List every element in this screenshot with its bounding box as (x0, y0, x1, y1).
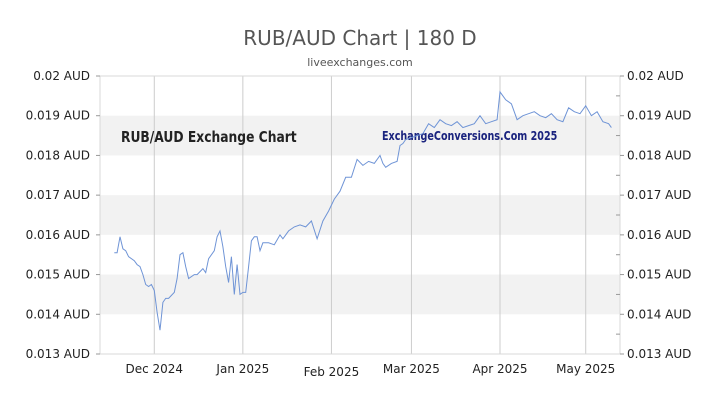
y-tick-label-right: 0.02 AUD (627, 69, 684, 83)
x-tick-label: Feb 2025 (304, 365, 360, 379)
y-tick-label-left: 0.02 AUD (33, 69, 90, 83)
watermark-right: ExchangeConversions.Com 2025 (382, 129, 557, 143)
x-tick-label: Dec 2024 (125, 362, 183, 376)
y-tick-label-right: 0.014 AUD (627, 307, 691, 321)
y-tick-label-right: 0.015 AUD (627, 268, 691, 282)
watermark-left: RUB/AUD Exchange Chart (121, 129, 297, 146)
y-tick-label-left: 0.015 AUD (26, 268, 90, 282)
series-line-rub-aud (114, 90, 612, 331)
x-tick-label: Apr 2025 (472, 362, 527, 376)
y-tick-label-right: 0.013 AUD (627, 347, 691, 361)
band-0 (100, 115, 620, 156)
chart-title: RUB/AUD Chart | 180 D (243, 26, 477, 50)
band-2 (100, 274, 620, 315)
band-1 (100, 195, 620, 235)
x-tick-label: Jan 2025 (215, 362, 269, 376)
y-tick-label-left: 0.014 AUD (26, 307, 90, 321)
y-tick-label-left: 0.018 AUD (26, 148, 90, 162)
x-axis: Dec 2024 Jan 2025 Feb 2025 Mar 2025 Apr 2025… (125, 362, 615, 379)
background-bands (100, 115, 620, 315)
y-tick-label-right: 0.017 AUD (627, 188, 691, 202)
x-tick-label: Mar 2025 (383, 362, 440, 376)
x-tick-label: May 2025 (556, 362, 615, 376)
y-tick-label-left: 0.017 AUD (26, 188, 90, 202)
y-axis-left: 0.02 AUD 0.019 AUD 0.018 AUD 0.017 AUD 0.016… (26, 69, 100, 361)
y-tick-label-right: 0.018 AUD (627, 148, 691, 162)
y-axis-right: 0.02 AUD 0.019 AUD 0.018 AUD 0.017 AUD 0.016… (616, 69, 691, 361)
gridlines (153, 76, 587, 354)
y-tick-label-left: 0.013 AUD (26, 347, 90, 361)
y-tick-label-right: 0.016 AUD (627, 228, 691, 242)
chart-subtitle: liveexchanges.com (307, 56, 413, 69)
y-tick-label-right: 0.019 AUD (627, 109, 691, 123)
y-tick-label-left: 0.016 AUD (26, 228, 90, 242)
y-tick-label-left: 0.019 AUD (26, 109, 90, 123)
